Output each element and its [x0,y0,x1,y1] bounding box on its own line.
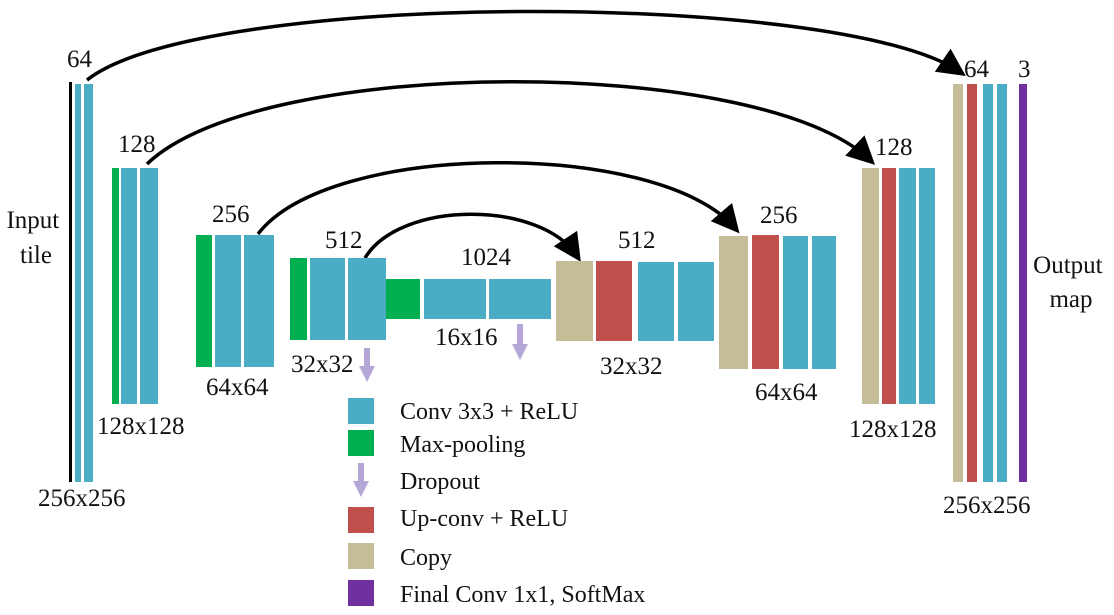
conv-block [812,236,836,369]
conv-block [919,168,935,404]
upconv-block [596,261,632,341]
skip-arc-512 [363,212,581,262]
conv-block [215,235,241,367]
channel-label: 3 [1018,56,1031,83]
channel-label: 64 [964,56,990,83]
conv-block [489,279,551,319]
channel-label: 1024 [461,244,512,271]
dropout-arrow [512,324,528,360]
input-tile-label: Input tile [6,207,65,269]
legend-swatch-conv [348,398,374,424]
copy-block [556,261,593,341]
skip-arc-256 [256,161,740,236]
size-label: 32x32 [600,353,663,380]
encoder [69,82,551,482]
upconv-block [882,168,896,404]
upconv-block [752,235,779,369]
maxpool-block [290,258,307,340]
legend-swatch-maxpool [348,430,374,456]
conv-block [424,279,486,319]
skip-connections [85,9,966,262]
copy-block [862,168,879,404]
size-label: 64x64 [206,374,269,401]
dropout-arrow [359,348,375,382]
legend-swatch-copy [348,543,374,569]
conv-block [997,84,1007,482]
upconv-block [967,84,977,482]
legend-label: Conv 3x3 + ReLU [400,399,578,425]
maxpool-block [386,279,420,319]
channel-label: 512 [325,227,363,254]
size-label: 128x128 [849,416,937,443]
conv-block [348,258,386,340]
conv-block [983,84,993,482]
channel-label: 64 [67,46,93,73]
conv-block [899,168,916,404]
input-tile-bar [69,82,72,482]
skip-arc-64 [85,9,966,82]
conv-block [140,168,158,404]
channel-label: 128 [875,134,913,161]
copy-block [953,84,963,482]
channel-label: 256 [212,201,250,228]
legend-label: Copy [400,545,452,571]
legend-label: Dropout [400,469,480,495]
size-label: 64x64 [755,379,818,406]
decoder [556,84,1027,482]
legend: Conv 3x3 + ReLU Max-pooling Dropout Up-c… [348,398,645,608]
conv-block [678,262,714,341]
size-label: 128x128 [97,413,185,440]
size-label: 256x256 [943,492,1031,519]
conv-block [84,84,93,482]
legend-swatch-final [348,580,374,606]
channel-label: 256 [760,202,798,229]
output-map-label: Output map [1033,252,1109,313]
channel-label: 128 [118,131,156,158]
size-label: 32x32 [291,351,354,378]
legend-label: Max-pooling [400,432,525,458]
copy-block [719,236,748,369]
legend-dropout-icon [353,463,369,497]
maxpool-block [112,168,119,404]
size-label: 16x16 [435,324,498,351]
skip-arc-128 [145,80,876,166]
final-conv-block [1019,84,1027,482]
dropout-arrows [359,324,528,382]
maxpool-block [196,235,212,367]
legend-label: Final Conv 1x1, SoftMax [400,582,645,608]
conv-block [638,262,674,341]
legend-label: Up-conv + ReLU [400,506,568,532]
conv-block [783,236,808,369]
conv-block [244,235,274,367]
conv-block [75,84,81,482]
size-label: 256x256 [38,485,126,512]
conv-block [121,168,137,404]
legend-swatch-upconv [348,507,374,533]
conv-block [310,258,345,340]
channel-label: 512 [618,227,656,254]
